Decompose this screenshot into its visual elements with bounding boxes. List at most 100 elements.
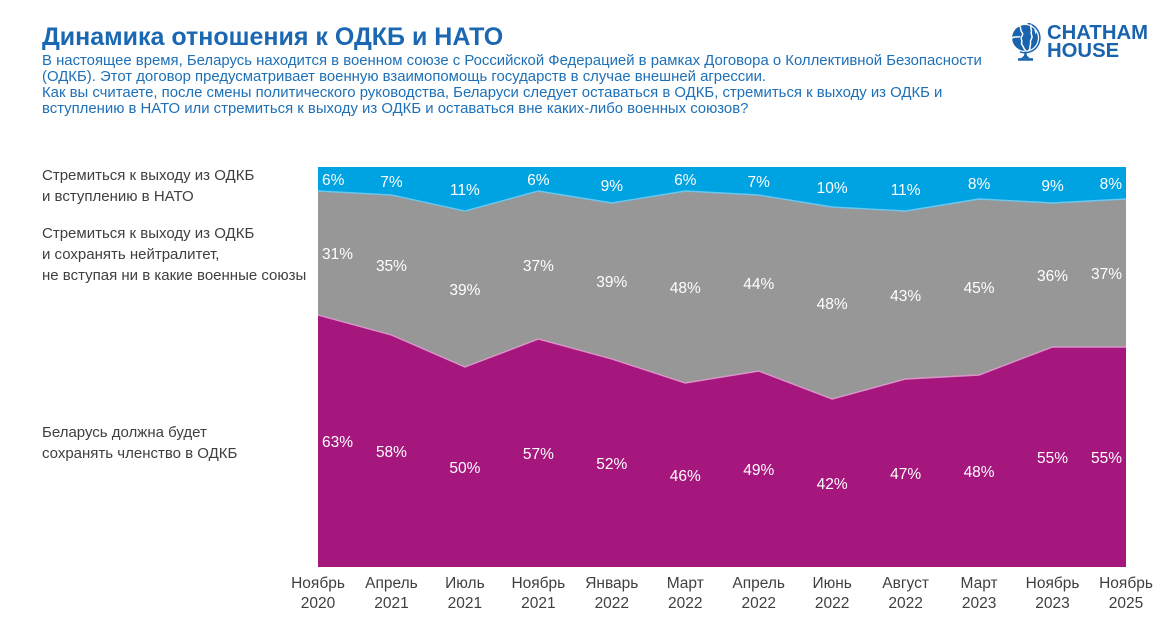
value-label-nato: 6% [527,172,550,189]
logo-line2: HOUSE [1047,39,1120,62]
subtitle-line: В настоящее время, Беларусь находится в … [42,53,982,69]
series-label-line: и сохранять нейтралитет, [42,246,220,263]
x-tick-year: 2021 [447,594,483,612]
x-tick-year: 2022 [594,594,630,612]
globe-icon [1011,23,1041,61]
value-label-csto: 57% [523,446,554,463]
x-tick-year: 2023 [961,594,997,612]
x-tick-month: Март [960,574,998,592]
logo-line1: CHATHAM [1047,22,1149,44]
value-label-csto: 46% [670,468,701,485]
x-tick-label: Апрель 2022 [704,574,814,614]
series-label-line: сохранять членство в ОДКБ [42,445,238,462]
value-label-neutrality: 35% [376,258,407,275]
series-label-csto: Беларусь должна будет сохранять членство … [42,422,237,464]
x-tick-label: Июль 2021 [410,574,520,614]
subtitle-line: вступлению в НАТО или стремиться к выход… [42,101,749,117]
logo-text: CHATHAM HOUSE [1047,22,1149,62]
x-tick-year: 2022 [668,594,703,612]
value-label-csto: 58% [376,444,407,461]
x-tick-month: Январь [585,574,639,592]
x-tick-month: Апрель [365,574,418,592]
x-tick-label: Ноябрь 2025 [1071,574,1176,614]
area-nato [318,167,1126,211]
series-label-line: не вступая ни в какие военные союзы [42,267,307,284]
value-label-neutrality: 44% [743,276,774,293]
value-label-neutrality: 37% [523,258,554,275]
value-label-csto: 55% [1091,450,1122,467]
value-label-nato: 6% [674,172,697,189]
value-label-nato: 8% [1100,176,1123,193]
value-label-nato: 6% [322,172,345,189]
series-label-line: Стремиться к выходу из ОДКБ [42,225,255,242]
x-tick-label: Март 2023 [924,574,1034,614]
x-tick-month: Июнь [812,574,852,592]
value-label-neutrality: 37% [1091,266,1122,283]
x-tick-label: Январь 2022 [557,574,667,614]
x-tick-year: 2025 [1108,594,1144,612]
chart-subtitle: В настоящее время, Беларусь находится в … [42,53,982,117]
x-tick-year: 2022 [888,594,923,612]
value-label-neutrality: 36% [1037,268,1068,285]
subtitle-line: (ОДКБ). Этот договор предусматривает вое… [42,69,767,85]
x-tick-month: Ноябрь [1025,574,1080,592]
value-label-neutrality: 48% [817,296,848,313]
value-label-csto: 42% [817,476,848,493]
series-label-neutrality: Стремиться к выходу из ОДКБ и сохранять н… [42,223,306,286]
area-csto [318,315,1126,567]
page-title: Динамика отношения к ОДКБ и НАТО [42,22,504,51]
value-label-nato: 11% [891,182,921,199]
value-label-csto: 52% [596,456,627,473]
x-tick-label: Ноябрь 2021 [483,574,593,614]
value-label-csto: 49% [743,462,774,479]
subtitle-line: Как вы считаете, после смены политическо… [42,85,943,101]
value-label-neutrality: 39% [449,282,480,299]
value-label-nato: 9% [1041,178,1064,195]
value-label-neutrality: 39% [596,274,627,291]
x-tick-month: Март [666,574,704,592]
value-label-nato: 10% [817,180,848,197]
value-label-nato: 9% [601,178,624,195]
value-label-neutrality: 48% [670,280,701,297]
value-label-nato: 11% [450,182,480,199]
x-tick-month: Ноябрь [1099,574,1153,592]
value-label-neutrality: 43% [890,288,921,305]
value-label-nato: 7% [748,174,771,191]
x-tick-label: Ноябрь 2023 [998,574,1108,614]
value-label-nato: 8% [968,176,991,193]
value-label-csto: 48% [964,464,995,481]
series-label-line: Беларусь должна будет [42,424,207,441]
series-label-line: Стремиться к выходу из ОДКБ [42,167,255,184]
value-label-neutrality: 31% [322,246,353,263]
value-label-neutrality: 45% [964,280,995,297]
edge-neutrality-csto [318,314,1126,400]
x-tick-month: Апрель [732,574,785,592]
edge-nato-neutrality [318,190,1126,212]
x-tick-year: 2022 [814,594,850,612]
x-tick-year: 2022 [741,594,776,612]
x-tick-year: 2020 [300,594,336,612]
x-tick-month: Август [882,574,929,592]
x-tick-month: Июль [445,574,485,592]
series-label-line: и вступлению в НАТО [42,188,194,205]
value-label-csto: 50% [449,460,480,477]
value-label-csto: 55% [1037,450,1068,467]
x-tick-label: Август 2022 [851,574,961,614]
value-label-csto: 63% [322,434,353,451]
x-tick-year: 2023 [1035,594,1070,612]
stacked-area-plot: 6% 7% 11% 6% 9% 6% 7% 10% 11% 8% 9% 8% 31% 35% 39% 37% 3… [318,167,1126,567]
x-tick-label: Ноябрь 2020 [263,574,373,614]
series-label-nato: Стремиться к выходу из ОДКБ и вступлению … [42,165,254,207]
chatham-house-logo: CHATHAM HOUSE [1011,23,1148,61]
x-tick-label: Март 2022 [630,574,740,614]
x-tick-year: 2021 [374,594,409,612]
x-tick-month: Ноябрь [511,574,566,592]
value-label-csto: 47% [890,466,921,483]
x-tick-year: 2021 [521,594,556,612]
area-neutrality [318,191,1126,399]
x-axis: Ноябрь 2020 Апрель 2021 Июль 2021 Ноябрь 2021 Ян… [0,574,1176,620]
x-tick-label: Июнь 2022 [777,574,887,614]
x-tick-month: Ноябрь [291,574,345,592]
x-tick-label: Апрель 2021 [336,574,446,614]
